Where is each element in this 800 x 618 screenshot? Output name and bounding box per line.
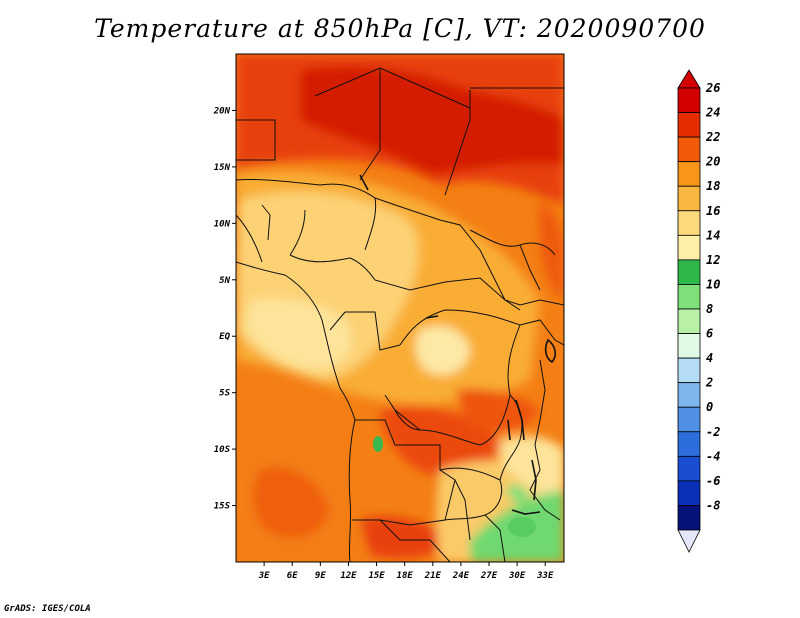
colorbar-segment: [677, 161, 701, 187]
colorbar-segment: [677, 112, 701, 138]
y-tick-label: 5S: [219, 389, 230, 399]
colorbar-segment: [677, 357, 701, 384]
credit-label: GrADS: IGES/COLA: [4, 604, 91, 614]
colorbar-segment: [677, 259, 701, 285]
colorbar-label: -6: [706, 474, 720, 488]
country-borders: [236, 67, 564, 562]
y-axis: 20N 15N 10N 5N EQ 5S 10S 15S: [213, 106, 236, 512]
colorbar-segment: [677, 234, 701, 261]
x-tick-label: 3E: [258, 571, 270, 581]
colorbar-segment: [677, 431, 701, 457]
colorbar-segment: [677, 480, 701, 506]
x-tick-label: 15E: [368, 571, 385, 581]
colorbar-label: 4: [706, 351, 713, 365]
y-tick-label: 5N: [219, 276, 230, 286]
colorbar-segment: [677, 136, 701, 163]
colorbar-label: 22: [705, 130, 720, 144]
colorbar-label: -4: [706, 449, 720, 463]
temperature-field: [236, 54, 564, 562]
colorbar-segment: [677, 333, 701, 359]
colorbar-label: 0: [706, 400, 713, 414]
colorbar-label: 18: [706, 179, 720, 193]
x-tick-label: 21E: [424, 571, 442, 581]
colorbar-segment: [677, 455, 701, 482]
colorbar-label: 16: [706, 204, 720, 218]
green-patch: [373, 436, 383, 452]
colorbar-segment: [677, 505, 701, 531]
x-axis: 3E 6E 9E 12E 15E 18E 21E 24E 27E 30E 33E: [258, 562, 554, 581]
y-tick-label: EQ: [219, 332, 230, 342]
map-frame: [235, 53, 565, 563]
y-tick-label: 10N: [214, 219, 231, 229]
chart-title: Temperature at 850hPa [C], VT: 202009070…: [94, 14, 706, 43]
x-tick-label: 9E: [315, 571, 326, 581]
x-tick-label: 6E: [287, 571, 298, 581]
colorbar-label: 6: [706, 327, 713, 341]
colorbar-label: 20: [705, 155, 720, 169]
colorbar-segment: [677, 87, 701, 113]
x-tick-label: 30E: [508, 571, 526, 581]
colorbar-segment: [677, 185, 701, 212]
x-tick-label: 33E: [536, 571, 554, 581]
colorbar-label: 24: [705, 106, 720, 120]
colorbar-label: 10: [706, 277, 720, 291]
colorbar-label: 8: [706, 302, 713, 316]
colorbar-label: 14: [706, 228, 720, 242]
colorbar-label: 26: [705, 81, 720, 95]
y-tick-label: 15S: [214, 502, 231, 512]
lakes: [359, 174, 557, 515]
colorbar-segment: [677, 210, 701, 236]
colorbar-under-arrow: [677, 529, 701, 553]
colorbar-segment: [677, 382, 701, 408]
colorbar-label: 12: [706, 253, 720, 267]
colorbar-label: 2: [705, 376, 713, 390]
y-tick-label: 20N: [213, 106, 231, 116]
y-tick-label: 15N: [214, 163, 231, 173]
colorbar-segment: [677, 406, 701, 433]
colorbar-label: -8: [706, 498, 720, 512]
y-tick-label: 10S: [214, 445, 231, 455]
x-tick-label: 24E: [452, 571, 470, 581]
x-tick-label: 18E: [397, 571, 414, 581]
x-tick-label: 27E: [480, 571, 498, 581]
colorbar-over-arrow: [677, 69, 701, 89]
x-tick-label: 12E: [340, 571, 357, 581]
colorbar-label: -2: [706, 425, 720, 439]
colorbar-segment: [677, 308, 701, 334]
colorbar-segment: [677, 284, 701, 310]
